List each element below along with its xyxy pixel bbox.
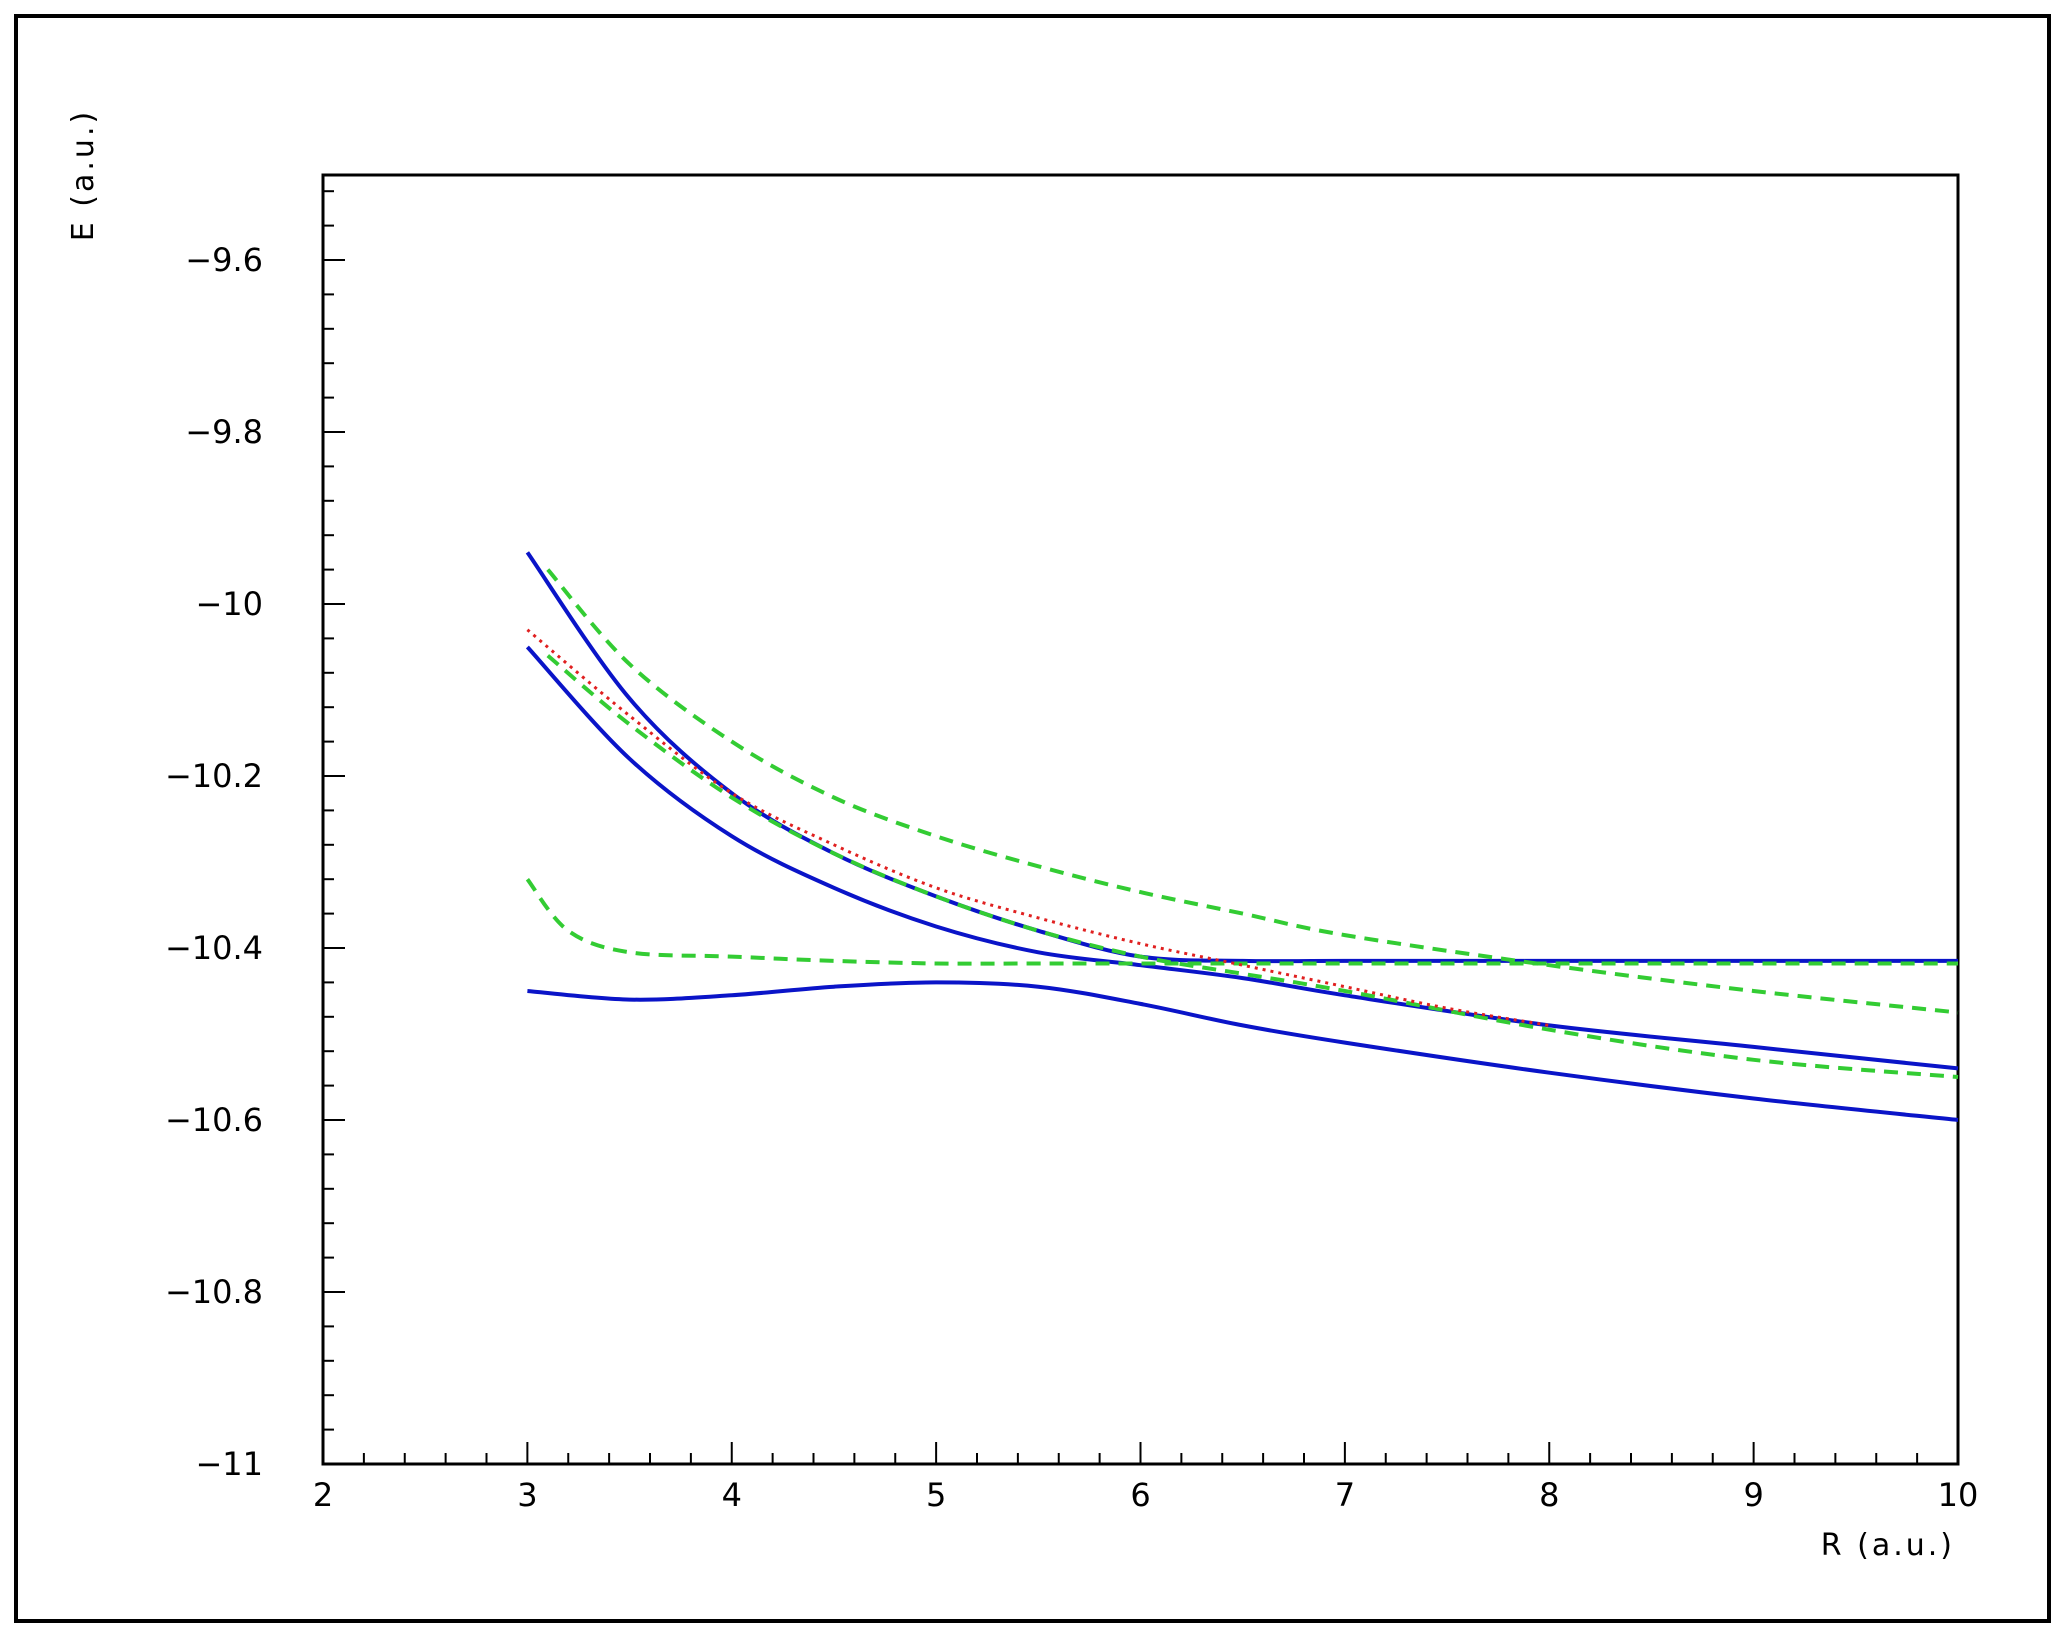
series-line-2 — [525, 645, 1959, 1071]
x-tick-label: 6 — [1130, 1476, 1150, 1514]
y-tick-label: −11 — [195, 1445, 263, 1483]
series-line-3 — [525, 551, 1958, 964]
series-line-6 — [546, 568, 1959, 1015]
y-tick-label: −10.6 — [165, 1101, 263, 1139]
y-axis-title: E (a.u.) — [66, 109, 101, 241]
y-tick-label: −9.6 — [185, 241, 263, 279]
figure-frame — [14, 14, 2051, 1623]
x-tick-label: 10 — [1938, 1476, 1979, 1514]
x-axis-title: R (a.u.) — [1821, 1528, 1955, 1563]
x-tick-label: 8 — [1539, 1476, 1559, 1514]
plot-border — [321, 173, 1960, 1466]
y-tick-label: −9.8 — [185, 413, 263, 451]
x-tick-label: 2 — [313, 1476, 333, 1514]
series-line-5 — [546, 654, 1959, 1079]
y-tick-label: −10.4 — [165, 929, 263, 967]
x-tick-label: 5 — [926, 1476, 946, 1514]
series-line-4 — [525, 877, 1958, 966]
plot-area — [321, 173, 1960, 1466]
x-tick-label: 4 — [722, 1476, 742, 1514]
x-tick-label: 7 — [1335, 1476, 1355, 1514]
y-tick-label: −10.8 — [165, 1273, 263, 1311]
series-line-1 — [527, 980, 1959, 1122]
series-lines — [525, 551, 1959, 1122]
y-axis: −11 −10.8 −10.6 −10.4 −10.2 −10 −9.8 −9.6 — [165, 241, 263, 1483]
y-tick-label: −10 — [195, 585, 263, 623]
minor-ticks — [322, 190, 1959, 1465]
y-tick-label: −10.2 — [165, 757, 263, 795]
x-tick-label: 9 — [1743, 1476, 1763, 1514]
x-tick-label: 3 — [517, 1476, 537, 1514]
x-axis: 2 3 4 5 6 7 8 9 10 — [313, 1476, 1979, 1514]
series-line-7 — [526, 628, 1550, 1027]
